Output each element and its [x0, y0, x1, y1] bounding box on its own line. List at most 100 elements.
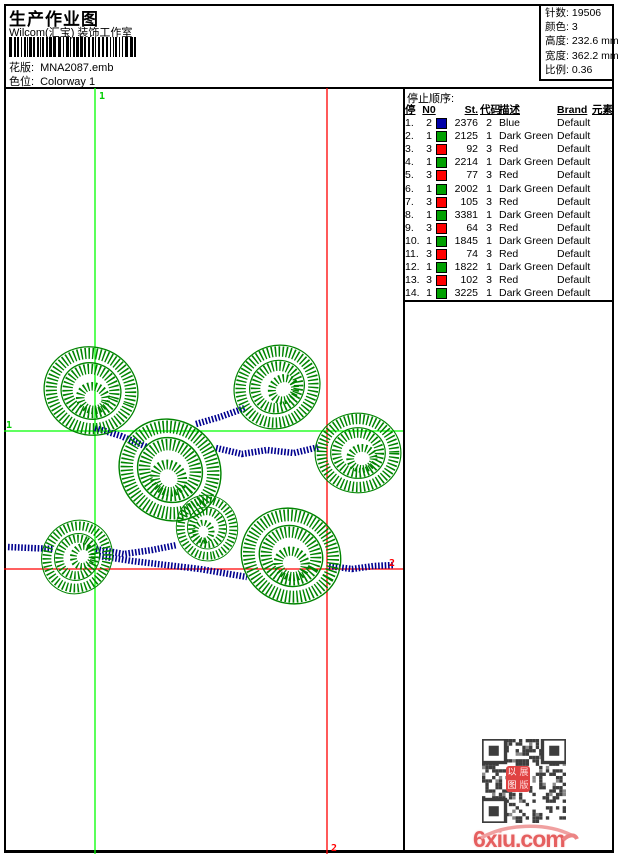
header-divider — [4, 87, 614, 89]
cell — [592, 143, 614, 156]
cell: Default — [557, 143, 591, 156]
cell: Default — [557, 221, 591, 234]
cell: Default — [557, 248, 591, 260]
stop-table-row: 14. 1 3225 1 Dark Green Default — [405, 287, 614, 300]
stitch-run — [94, 424, 149, 450]
colorway-value: Colorway 1 — [40, 76, 96, 88]
cell: Default — [557, 156, 591, 169]
stop-table-row: 3. 3 92 3 Red Default — [405, 143, 614, 156]
cell: 1. — [405, 117, 414, 129]
cell: 3 — [426, 143, 432, 156]
cell: 9. — [405, 221, 414, 234]
cell: Dark Green — [499, 234, 554, 247]
cell: Dark Green — [499, 208, 554, 221]
cell: 1 — [486, 182, 492, 195]
cell: Default — [557, 261, 591, 274]
cell — [592, 261, 614, 274]
column-header: 描述 — [499, 104, 520, 116]
thread-color-swatch — [436, 262, 447, 274]
cell: Default — [557, 169, 591, 182]
stitch-run — [328, 561, 395, 573]
rose-motif — [240, 507, 342, 605]
cell — [592, 117, 614, 130]
stop-sequence-title: 停止顺序: — [407, 93, 455, 105]
thread-color-swatch — [436, 157, 447, 169]
column-header: 代码 — [480, 104, 501, 116]
stat-row: 颜色: 3 — [545, 21, 578, 34]
stat-row: 宽度: 362.2 mm — [545, 49, 619, 62]
thread-color-swatch — [436, 118, 447, 129]
stitch-run — [215, 443, 320, 458]
column-header: 元素 — [592, 104, 613, 116]
cell: 3 — [426, 195, 432, 208]
pattern-label: 花版: — [9, 62, 35, 74]
cell: 105 — [460, 195, 478, 208]
cell: Dark Green — [499, 182, 554, 195]
cell: 1 — [486, 234, 492, 247]
cell: 1 — [486, 287, 492, 300]
cell — [592, 196, 614, 209]
cell: 2125 — [454, 130, 478, 143]
cell: 1 — [486, 130, 492, 143]
thread-color-swatch — [436, 222, 447, 234]
cell: 1 — [486, 261, 492, 274]
stitch-run — [195, 404, 247, 428]
cell: Dark Green — [499, 261, 554, 274]
cell: 8. — [405, 208, 414, 221]
cell: 1822 — [454, 261, 478, 274]
stop-table-row: 11. 3 74 3 Red Default — [405, 248, 614, 261]
column-header: N0 — [422, 104, 436, 116]
panel-divider — [403, 87, 405, 853]
stop-table-row: 6. 1 2002 1 Dark Green Default — [405, 183, 614, 196]
column-header: St. — [464, 104, 478, 116]
cell: 64 — [466, 221, 478, 234]
pattern-filename: MNA2087.emb — [40, 62, 114, 74]
guide-marker: 2 — [331, 843, 337, 854]
cell — [592, 248, 614, 261]
cell — [592, 235, 614, 248]
thread-color-swatch — [436, 288, 447, 300]
software-name: Wilcom(汇宝) 装饰工作室 — [9, 27, 133, 39]
cell: 2214 — [454, 156, 478, 169]
cell: 3 — [426, 274, 432, 287]
cell — [592, 287, 614, 300]
cell: 3 — [486, 274, 492, 287]
cell: Default — [557, 287, 591, 300]
colorway-label: 色位: — [9, 76, 35, 88]
barcode — [9, 37, 141, 57]
guide-marker: 2 — [389, 558, 395, 569]
cell: Default — [557, 274, 591, 287]
cell: 13. — [405, 274, 420, 287]
watermark-site: 6xiu.com — [471, 822, 579, 854]
site-text: 6xiu.com — [473, 826, 566, 852]
thread-color-swatch — [436, 144, 447, 156]
cell — [592, 222, 614, 235]
swoosh-icon — [480, 824, 579, 842]
cell: Dark Green — [499, 130, 554, 143]
cell: 2002 — [454, 182, 478, 195]
cell: Default — [557, 182, 591, 195]
cell: Dark Green — [499, 287, 554, 300]
stop-table-header: 停 N0 St. 代码 描述 Brand 元素 — [405, 104, 614, 117]
cell: 1 — [426, 261, 432, 274]
stop-table-row: 8. 1 3381 1 Dark Green Default — [405, 209, 614, 222]
thread-color-swatch — [436, 183, 447, 195]
cell: 12. — [405, 261, 420, 274]
thread-color-swatch — [436, 209, 447, 221]
thread-color-swatch — [436, 170, 447, 182]
column-header — [436, 104, 450, 117]
thread-color-swatch — [436, 275, 447, 287]
stop-table-row: 7. 3 105 3 Red Default — [405, 196, 614, 209]
cell: 6. — [405, 182, 414, 195]
cell: 5. — [405, 169, 414, 182]
cell: Red — [499, 274, 519, 287]
cell — [592, 274, 614, 287]
stop-table-row: 2. 1 2125 1 Dark Green Default — [405, 130, 614, 143]
cell — [592, 209, 614, 222]
cell: 3381 — [454, 208, 478, 221]
stat-row: 比例: 0.36 — [545, 63, 593, 76]
stat-row: 高度: 232.6 mm — [545, 35, 619, 48]
stop-table-row: 1. 2 2376 2 Blue Default — [405, 117, 614, 130]
cell: 2 — [426, 117, 432, 129]
cell: 1 — [426, 287, 432, 300]
